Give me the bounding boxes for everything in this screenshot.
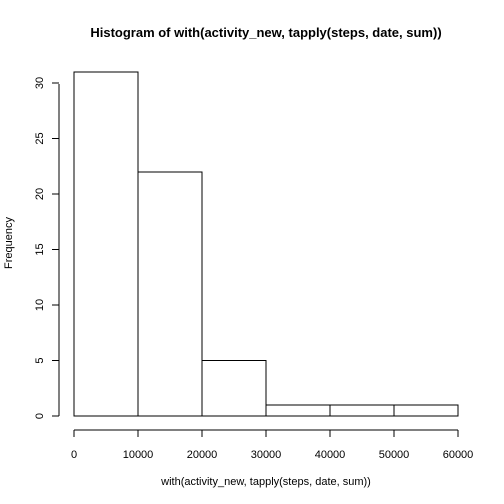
y-tick-label-5: 25 [34, 132, 46, 144]
y-axis: 0 5 10 15 20 25 30 [34, 77, 60, 419]
y-axis-ticks: 0 5 10 15 20 25 30 [34, 77, 59, 419]
histogram-bar-0 [73, 71, 139, 417]
y-axis-label: Frequency [3, 217, 15, 269]
x-tick-label-0: 0 [71, 449, 77, 461]
histogram-bar-1 [137, 171, 203, 417]
y-tick-label-0: 0 [34, 413, 46, 419]
y-tick-label-6: 30 [34, 77, 46, 89]
chart-title: Histogram of with(activity_new, tapply(s… [90, 25, 441, 40]
x-axis: 0 10000 20000 30000 40000 50000 60000 [71, 429, 473, 461]
x-tick-label-3: 30000 [251, 449, 282, 461]
x-tick-label-4: 40000 [315, 449, 346, 461]
x-tick-label-2: 20000 [187, 449, 218, 461]
y-tick-label-3: 15 [34, 243, 46, 255]
y-tick-label-4: 20 [34, 188, 46, 200]
histogram-bar-3 [265, 404, 331, 417]
histogram-bars [73, 71, 459, 417]
y-tick-label-2: 10 [34, 299, 46, 311]
x-tick-label-6: 60000 [443, 449, 474, 461]
histogram-bar-4 [329, 404, 395, 417]
x-axis-label: with(activity_new, tapply(steps, date, s… [160, 476, 371, 488]
x-tick-label-1: 10000 [123, 449, 154, 461]
histogram-bar-2 [201, 360, 267, 417]
histogram-bar-5 [393, 404, 459, 417]
x-tick-label-5: 50000 [379, 449, 410, 461]
y-tick-label-1: 5 [34, 357, 46, 363]
x-axis-ticks: 0 10000 20000 30000 40000 50000 60000 [71, 430, 473, 461]
